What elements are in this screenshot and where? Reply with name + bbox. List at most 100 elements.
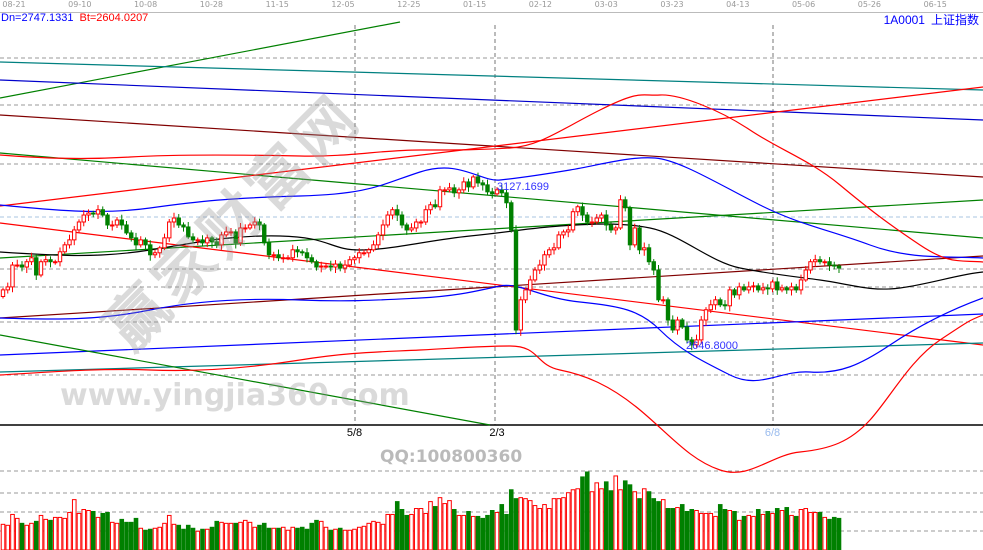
candle <box>257 218 262 231</box>
candle-body <box>428 204 433 211</box>
candle-body <box>385 214 390 226</box>
volume-bar <box>261 522 267 550</box>
volume-bar <box>119 518 125 550</box>
candle <box>252 217 257 229</box>
volume-bar <box>504 513 509 550</box>
candle-body <box>461 181 466 191</box>
candle <box>746 281 751 294</box>
candle-body <box>357 252 362 259</box>
candle <box>642 242 647 256</box>
volume-bar <box>361 525 367 550</box>
candle <box>409 223 414 233</box>
candle-body <box>281 257 286 260</box>
volume-bar <box>489 510 495 550</box>
trend-line <box>0 61 983 91</box>
volume-bar <box>14 517 20 550</box>
volume-bar <box>223 522 229 550</box>
volume-bar <box>252 526 258 550</box>
candle <box>243 224 248 233</box>
candle <box>95 205 101 220</box>
candle <box>119 214 124 230</box>
volume-bar <box>817 511 823 550</box>
candle <box>732 287 737 298</box>
candle <box>167 219 172 242</box>
volume-bar <box>594 482 600 550</box>
candle-body <box>827 261 832 266</box>
date-tick-label: 12-25 <box>397 0 421 9</box>
candle-body <box>257 221 262 226</box>
candle <box>114 217 120 228</box>
candle-body <box>532 269 538 281</box>
candle <box>86 209 91 221</box>
candle <box>352 255 357 264</box>
candle-body <box>727 289 732 307</box>
candle-body <box>575 206 580 213</box>
moving-average-curve <box>0 223 983 290</box>
candle <box>342 260 348 273</box>
candle-body <box>585 214 590 223</box>
candle <box>338 261 343 272</box>
candle-body <box>167 221 172 239</box>
volume-bar <box>380 523 386 550</box>
candle-body <box>775 281 780 291</box>
candle <box>48 256 53 268</box>
candle-body <box>832 264 837 267</box>
candle <box>300 249 305 256</box>
trend-line <box>0 21 401 99</box>
volume-bar <box>456 514 462 550</box>
volume-bar <box>124 521 129 550</box>
date-tick-label: 11-15 <box>265 0 289 9</box>
volume-bar <box>209 526 215 550</box>
volume-bar <box>746 514 752 550</box>
candle-body <box>765 287 770 290</box>
candle <box>585 212 590 226</box>
candle-body <box>233 231 238 244</box>
candle-body <box>67 239 72 246</box>
volume-bar <box>318 520 324 550</box>
candle-body <box>722 304 728 307</box>
date-tick-label: 02-12 <box>528 0 553 9</box>
volume-bar <box>494 511 500 550</box>
candle <box>594 214 599 225</box>
candle <box>38 259 44 278</box>
candle-body <box>138 239 143 246</box>
volume-bar <box>466 510 471 550</box>
candle <box>380 219 386 241</box>
candle-body <box>480 182 485 186</box>
candle-body <box>300 251 305 254</box>
volume-bar <box>247 521 253 550</box>
candle <box>684 322 690 344</box>
candle-body <box>53 261 58 264</box>
candle-body <box>62 244 67 253</box>
volume-bar <box>5 524 11 550</box>
candle-body <box>195 239 200 242</box>
candle-body <box>366 249 371 254</box>
candle <box>247 222 253 230</box>
candle <box>718 297 723 308</box>
candle <box>798 274 804 295</box>
candle-body <box>437 189 443 208</box>
candle-body <box>537 264 542 271</box>
volume-bar <box>19 522 25 550</box>
volume-bar <box>100 512 106 550</box>
candle <box>181 222 186 232</box>
candle <box>5 282 10 294</box>
candle-body <box>200 239 205 244</box>
candle <box>604 210 609 231</box>
volume-bar <box>599 488 604 550</box>
candle-body <box>157 247 162 254</box>
volume-bar <box>608 490 614 550</box>
volume-bar <box>128 521 134 550</box>
volume-bar <box>238 521 243 550</box>
candle <box>656 265 661 303</box>
upper-band-curve <box>0 157 983 259</box>
date-tick-label: 03-23 <box>660 0 684 9</box>
candle-body <box>822 261 827 264</box>
date-tick-label: 09-10 <box>68 0 92 9</box>
volume-bar <box>755 509 761 550</box>
candle <box>290 244 295 262</box>
candle <box>703 307 709 326</box>
volume-bar <box>394 501 400 550</box>
volume-bar <box>789 514 794 550</box>
